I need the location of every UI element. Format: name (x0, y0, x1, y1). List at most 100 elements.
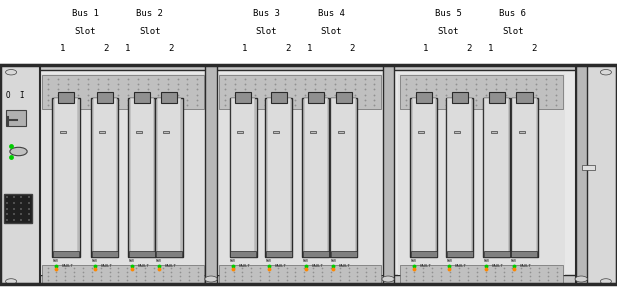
Bar (128, 98, 155, 257)
Text: FAULT: FAULT (492, 264, 503, 268)
Bar (231, 98, 255, 257)
Bar (155, 98, 183, 257)
Text: 1: 1 (488, 44, 493, 53)
Bar (164, 131, 169, 133)
Circle shape (600, 70, 611, 75)
Bar (230, 251, 256, 257)
Bar (265, 98, 292, 257)
Bar (53, 251, 79, 257)
Text: FAULT: FAULT (238, 264, 250, 268)
Text: FAULT: FAULT (339, 264, 350, 268)
Text: PWR: PWR (265, 259, 271, 263)
Bar (93, 98, 117, 257)
Text: I: I (19, 91, 24, 100)
Text: Bus 5: Bus 5 (434, 9, 462, 18)
Text: Bus 4: Bus 4 (318, 9, 345, 18)
Bar (302, 98, 329, 257)
Bar (91, 98, 118, 257)
Bar (42, 265, 204, 283)
Text: PWR: PWR (410, 259, 416, 263)
Bar (0, 65, 617, 284)
Text: 1: 1 (307, 44, 312, 53)
Bar (97, 92, 113, 104)
Bar (446, 98, 473, 257)
Text: 1: 1 (423, 44, 428, 53)
Bar (40, 74, 205, 275)
Text: PWR: PWR (91, 259, 97, 263)
Circle shape (382, 276, 394, 282)
Text: FAULT: FAULT (164, 264, 176, 268)
Bar (512, 98, 537, 257)
Bar (136, 131, 142, 133)
Bar (331, 98, 356, 257)
Bar (129, 251, 155, 257)
Bar (400, 265, 563, 283)
Bar (304, 98, 328, 257)
Text: PWR: PWR (330, 259, 336, 263)
Text: 2: 2 (285, 44, 290, 53)
Bar (576, 65, 587, 284)
Circle shape (575, 276, 587, 282)
Text: PWR: PWR (511, 259, 517, 263)
Bar (308, 92, 324, 104)
Bar (454, 131, 460, 133)
Text: FAULT: FAULT (419, 264, 431, 268)
Bar (266, 251, 292, 257)
Bar (54, 98, 78, 257)
Text: Slot: Slot (321, 27, 342, 36)
Bar (511, 251, 537, 257)
Bar (156, 251, 182, 257)
Bar (219, 265, 381, 283)
Bar (52, 98, 80, 257)
Bar (330, 98, 357, 257)
Bar (484, 98, 509, 257)
Bar (130, 98, 154, 257)
Text: 2: 2 (350, 44, 355, 53)
Bar (411, 251, 437, 257)
Bar (0, 65, 617, 284)
Text: Slot: Slot (139, 27, 160, 36)
Circle shape (6, 279, 17, 284)
Bar (447, 251, 473, 257)
Text: FAULT: FAULT (274, 264, 286, 268)
Bar (271, 92, 287, 104)
Text: Slot: Slot (437, 27, 458, 36)
Text: PWR: PWR (483, 259, 489, 263)
Text: Slot: Slot (256, 27, 277, 36)
Bar (491, 131, 497, 133)
Bar (238, 131, 243, 133)
Bar (219, 75, 381, 109)
Text: FAULT: FAULT (100, 264, 112, 268)
Text: FAULT: FAULT (137, 264, 149, 268)
Text: 1: 1 (242, 44, 247, 53)
Bar (331, 251, 357, 257)
Circle shape (6, 70, 17, 75)
Bar (273, 131, 279, 133)
Text: PWR: PWR (302, 259, 308, 263)
Bar (400, 75, 563, 109)
Text: FAULT: FAULT (455, 264, 466, 268)
Bar (452, 92, 468, 104)
Bar (99, 131, 105, 133)
Text: 1: 1 (125, 44, 130, 53)
Bar (92, 251, 118, 257)
Text: PWR: PWR (446, 259, 452, 263)
Text: Bus 3: Bus 3 (253, 9, 280, 18)
Bar (398, 74, 565, 275)
Text: 2: 2 (466, 44, 471, 53)
Bar (230, 98, 257, 257)
Bar (447, 98, 472, 257)
Bar (4, 194, 32, 223)
Bar (42, 75, 204, 109)
Bar (412, 98, 436, 257)
Bar (303, 251, 329, 257)
Bar (267, 98, 291, 257)
Bar (235, 92, 251, 104)
Text: PWR: PWR (128, 259, 135, 263)
Bar (0, 275, 617, 284)
Text: Bus 1: Bus 1 (72, 9, 99, 18)
Bar (58, 92, 74, 104)
Bar (217, 74, 383, 275)
Bar (134, 92, 150, 104)
Bar (483, 98, 510, 257)
